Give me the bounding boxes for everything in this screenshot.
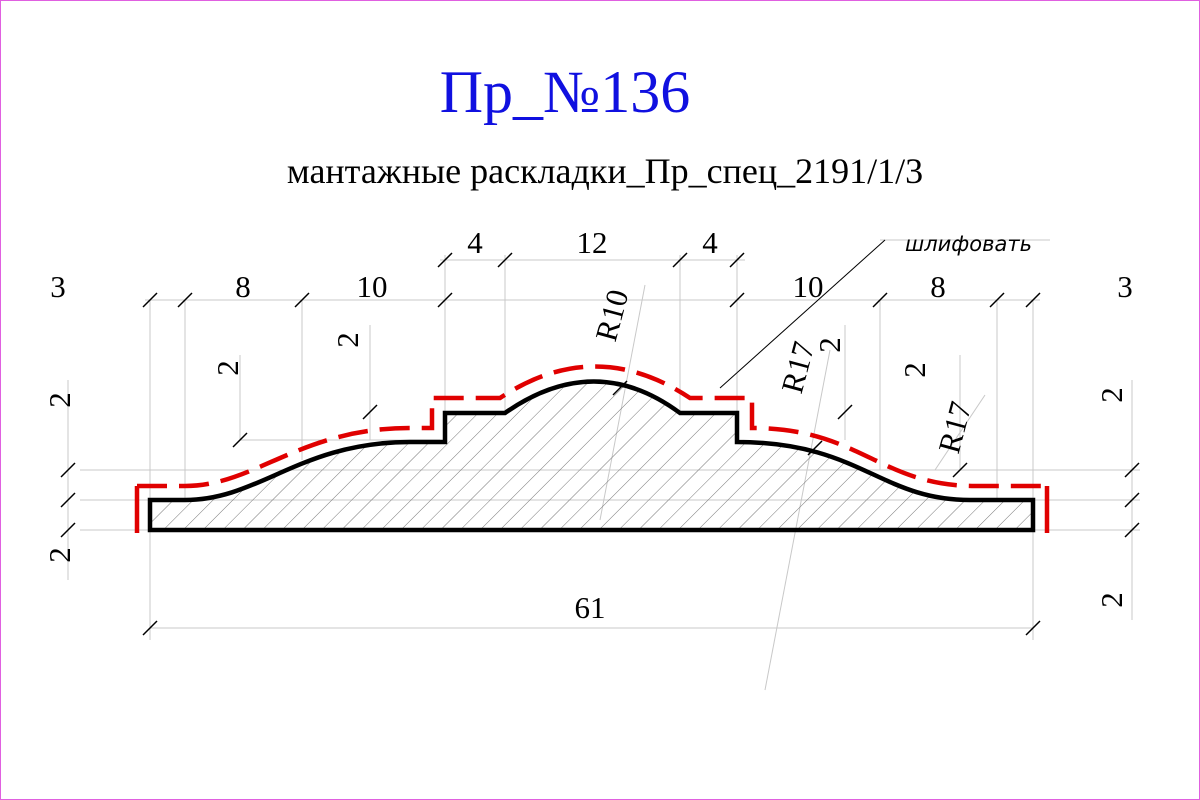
- tick: [837, 404, 853, 420]
- tick: [1124, 522, 1140, 538]
- dimension-label: 10: [357, 269, 388, 304]
- dimension-label: 3: [50, 269, 66, 304]
- tick: [729, 252, 745, 268]
- annotation: шлифовать: [905, 232, 1032, 256]
- overall-dimension: 61: [575, 590, 606, 625]
- dimension-label: 2: [1094, 387, 1129, 403]
- dimension-label: 2: [330, 332, 365, 348]
- dimension-label: 4: [702, 225, 718, 260]
- tick: [437, 252, 453, 268]
- dimension-label: 4: [467, 225, 483, 260]
- radius-line: [934, 394, 986, 471]
- tick: [807, 440, 823, 456]
- tick: [60, 492, 76, 508]
- dimension-label: 2: [42, 547, 77, 563]
- dimension-label: 2: [1094, 592, 1129, 608]
- tick: [60, 522, 76, 538]
- dimension-label: 10: [793, 269, 824, 304]
- dimension-label: 2: [812, 337, 847, 353]
- dimension-label: 12: [577, 225, 608, 260]
- tick: [1124, 492, 1140, 508]
- sanding-edge: [134, 486, 1050, 533]
- tick: [437, 292, 453, 308]
- dimension-label: 3: [1117, 269, 1133, 304]
- tick: [989, 292, 1005, 308]
- dimension-label: 8: [235, 269, 251, 304]
- tick: [177, 292, 193, 308]
- dimension-label: 2: [42, 392, 77, 408]
- tick: [142, 620, 158, 636]
- profile: [147, 379, 1036, 533]
- tick: [1025, 292, 1041, 308]
- tick: [729, 292, 745, 308]
- tick: [872, 292, 888, 308]
- tick: [362, 404, 378, 420]
- tick: [1025, 620, 1041, 636]
- sanding-outline: [137, 364, 1047, 489]
- tick: [1124, 462, 1140, 478]
- subtitle: мантажные раскладки_Пр_спец_2191/1/3: [287, 151, 923, 191]
- tick: [672, 252, 688, 268]
- leader-line: [719, 239, 886, 389]
- tick: [612, 380, 628, 396]
- tick: [60, 462, 76, 478]
- dimension-ticks: [60, 252, 1140, 636]
- dimension-label: 8: [930, 269, 946, 304]
- dimension-label: 2: [897, 362, 932, 378]
- tick: [294, 292, 310, 308]
- dimension-label: 2: [210, 360, 245, 376]
- tick: [952, 462, 968, 478]
- tick: [497, 252, 513, 268]
- tick: [142, 292, 158, 308]
- tick: [232, 432, 248, 448]
- title: Пр_№136: [440, 59, 691, 125]
